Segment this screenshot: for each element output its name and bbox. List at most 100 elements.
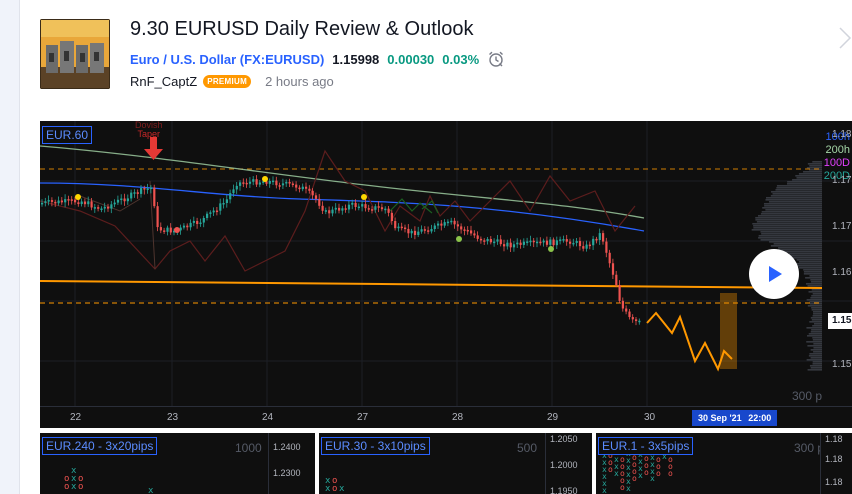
play-button[interactable] bbox=[749, 249, 799, 299]
svg-text:o: o bbox=[332, 476, 337, 486]
svg-text:o: o bbox=[608, 458, 613, 467]
svg-text:o: o bbox=[668, 455, 673, 464]
svg-text:x: x bbox=[662, 452, 667, 461]
y-tick: 1.17 bbox=[832, 221, 852, 232]
svg-text:x: x bbox=[614, 469, 619, 478]
svg-text:o: o bbox=[64, 474, 69, 484]
price-change: 0.00030 bbox=[387, 51, 435, 67]
svg-text:x: x bbox=[614, 455, 619, 464]
svg-text:x: x bbox=[626, 484, 631, 493]
svg-text:x: x bbox=[650, 453, 655, 462]
svg-text:x: x bbox=[638, 464, 643, 473]
svg-text:o: o bbox=[632, 453, 637, 462]
svg-text:o: o bbox=[620, 462, 625, 471]
svg-text:o: o bbox=[656, 469, 661, 478]
left-gutter bbox=[0, 0, 20, 494]
taper-annotation: Dovish Taper bbox=[135, 121, 163, 139]
svg-text:x: x bbox=[602, 458, 607, 467]
down-arrow-icon bbox=[144, 137, 163, 160]
svg-text:x: x bbox=[614, 462, 619, 471]
y-tick: 1.17 bbox=[832, 175, 852, 186]
svg-text:o: o bbox=[608, 451, 613, 460]
pnf-canvas-2: xx oo x bbox=[325, 476, 345, 494]
svg-text:o: o bbox=[656, 455, 661, 464]
svg-text:x: x bbox=[650, 467, 655, 476]
svg-text:o: o bbox=[632, 467, 637, 476]
author-row: RnF_CaptZ PREMIUM 2 hours ago bbox=[130, 74, 334, 89]
x-tick: 28 bbox=[452, 412, 464, 423]
crosshair-date-tag: 30 Sep '21 22:00 bbox=[692, 410, 778, 426]
x-tick: 30 bbox=[644, 412, 656, 423]
play-icon bbox=[769, 266, 782, 282]
premium-badge: PREMIUM bbox=[203, 75, 252, 88]
symbol-row: Euro / U.S. Dollar (FX:EURUSD) 1.15998 0… bbox=[130, 50, 505, 68]
small-chart-volume: 1000 bbox=[235, 441, 262, 455]
symbol-link[interactable]: Euro / U.S. Dollar (FX:EURUSD) bbox=[130, 51, 325, 67]
svg-text:x: x bbox=[339, 484, 345, 494]
svg-text:o: o bbox=[668, 469, 673, 478]
time-axis[interactable]: 22 23 24 27 28 29 30 30 Sep '21 22:00 bbox=[40, 406, 852, 428]
svg-text:o: o bbox=[332, 484, 337, 494]
last-price: 1.15998 bbox=[332, 51, 380, 67]
x-tick: 24 bbox=[262, 412, 274, 423]
svg-text:x: x bbox=[325, 476, 331, 486]
small-chart-axis: 1.2050 1.2000 1.1950 bbox=[545, 433, 592, 494]
legend-200h: 200h bbox=[825, 144, 850, 156]
x-tick: 29 bbox=[547, 412, 559, 423]
price-change-percent: 0.03% bbox=[442, 51, 480, 67]
small-chart-label[interactable]: EUR.240 - 3x20pips bbox=[42, 437, 158, 455]
svg-text:x: x bbox=[626, 456, 631, 465]
idea-title[interactable]: 9.30 EURUSD Daily Review & Outlook bbox=[130, 18, 474, 40]
x-tick: 23 bbox=[167, 412, 179, 423]
x-tick: 27 bbox=[357, 412, 369, 423]
y-tick: 1.15 bbox=[832, 359, 852, 370]
y-tick: 1.16 bbox=[832, 267, 852, 278]
svg-text:x: x bbox=[626, 477, 631, 486]
pnf-canvas-1: oo xxx oo x bbox=[64, 466, 154, 494]
svg-text:x: x bbox=[638, 457, 643, 466]
author-thumbnail[interactable] bbox=[40, 19, 110, 89]
legend-200d: 200D bbox=[823, 170, 850, 182]
volume-profile-label: 300 p bbox=[792, 389, 823, 403]
legend-100d: 100D bbox=[823, 157, 850, 169]
svg-text:x: x bbox=[638, 471, 643, 480]
small-chart-volume: 300 p bbox=[794, 441, 825, 455]
published-time: 2 hours ago bbox=[265, 74, 334, 89]
svg-text:x: x bbox=[71, 474, 77, 484]
small-chart-label[interactable]: EUR.30 - 3x10pips bbox=[321, 437, 430, 455]
svg-text:x: x bbox=[602, 486, 607, 494]
main-chart-canvas bbox=[40, 121, 852, 406]
svg-text:x: x bbox=[325, 484, 331, 494]
main-chart[interactable]: EUR.60 Dovish Taper 100h 200h 100D 200D … bbox=[40, 121, 852, 428]
last-price-tag: 1.15 bbox=[828, 313, 852, 329]
main-chart-label[interactable]: EUR.60 bbox=[42, 126, 93, 144]
small-chart-axis: 1.2400 1.2300 bbox=[268, 433, 315, 494]
svg-text:o: o bbox=[78, 482, 83, 492]
svg-text:x: x bbox=[602, 479, 607, 488]
svg-text:o: o bbox=[608, 465, 613, 474]
small-chart-label[interactable]: EUR.1 - 3x5pips bbox=[598, 437, 694, 455]
y-tick: 1.18 bbox=[832, 129, 852, 140]
svg-text:x: x bbox=[71, 466, 77, 476]
svg-text:x: x bbox=[650, 474, 655, 483]
svg-text:o: o bbox=[644, 468, 649, 477]
svg-text:o: o bbox=[620, 476, 625, 485]
svg-text:o: o bbox=[620, 469, 625, 478]
ma-legend: 100h 200h 100D 200D bbox=[734, 131, 852, 183]
svg-text:o: o bbox=[668, 462, 673, 471]
svg-text:o: o bbox=[78, 474, 83, 484]
chevron-right-icon[interactable] bbox=[838, 26, 852, 50]
small-chart-3[interactable]: xxxxxxoooooxxxxxooooooxxxxxxooooooxxxxxx… bbox=[596, 433, 852, 494]
x-tick: 22 bbox=[70, 412, 82, 423]
svg-text:o: o bbox=[632, 474, 637, 483]
alarm-clock-icon[interactable] bbox=[487, 50, 505, 68]
svg-text:o: o bbox=[644, 454, 649, 463]
svg-text:x: x bbox=[602, 472, 607, 481]
svg-text:x: x bbox=[148, 486, 154, 494]
author-name[interactable]: RnF_CaptZ bbox=[130, 74, 198, 89]
svg-text:o: o bbox=[632, 460, 637, 469]
svg-text:x: x bbox=[650, 460, 655, 469]
